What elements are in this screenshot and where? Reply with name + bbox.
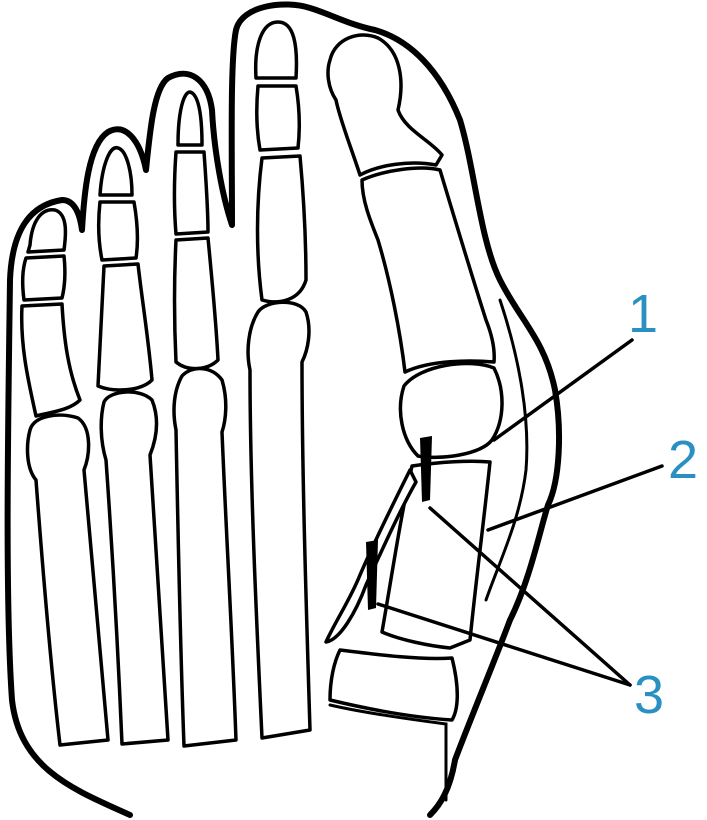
toe-5-distal-phalanx xyxy=(26,208,68,254)
toe-5-middle-phalanx xyxy=(20,254,67,302)
cut-marker-lower xyxy=(366,540,378,610)
toe-4-proximal-phalanx xyxy=(96,262,154,392)
first-metatarsal-head xyxy=(398,361,504,460)
leader-lines xyxy=(376,338,664,687)
toe-3-distal-phalanx xyxy=(176,90,204,147)
toe-5-metatarsal xyxy=(25,413,110,747)
leader-1 xyxy=(492,338,634,442)
toe-4-distal-phalanx xyxy=(98,146,134,197)
toe-3-middle-phalanx xyxy=(172,150,210,236)
callout-2-label: 2 xyxy=(668,430,698,490)
great-toe-proximal-phalanx xyxy=(360,166,496,374)
first-metatarsal-shaft xyxy=(380,459,492,650)
first-metatarsal-base xyxy=(328,648,460,722)
toe-3 xyxy=(172,90,238,748)
medial-cuneiform-joint xyxy=(328,703,448,802)
toe-2 xyxy=(246,20,312,740)
great-toe xyxy=(324,33,529,802)
toe-2-metatarsal xyxy=(246,300,312,740)
leader-3b xyxy=(376,602,632,687)
sesamoid-line xyxy=(484,298,529,602)
leader-2 xyxy=(486,464,664,532)
leader-3a xyxy=(428,506,632,687)
great-toe-distal-phalanx xyxy=(326,33,444,177)
callout-1-label: 1 xyxy=(628,284,658,344)
callout-3-label: 3 xyxy=(634,665,664,725)
toe-4-metatarsal xyxy=(99,390,170,746)
toe-4 xyxy=(96,146,170,746)
toe-2-middle-phalanx xyxy=(254,84,302,152)
cut-marker-upper xyxy=(420,436,432,502)
toe-4-middle-phalanx xyxy=(96,200,140,262)
toe-2-distal-phalanx xyxy=(253,20,299,80)
toe-5-proximal-phalanx xyxy=(19,302,82,418)
toe-3-metatarsal xyxy=(172,366,238,748)
foot-outline xyxy=(4,1,563,818)
toe-5 xyxy=(19,208,110,747)
toe-2-proximal-phalanx xyxy=(255,154,308,304)
toe-3-proximal-phalanx xyxy=(172,236,220,371)
